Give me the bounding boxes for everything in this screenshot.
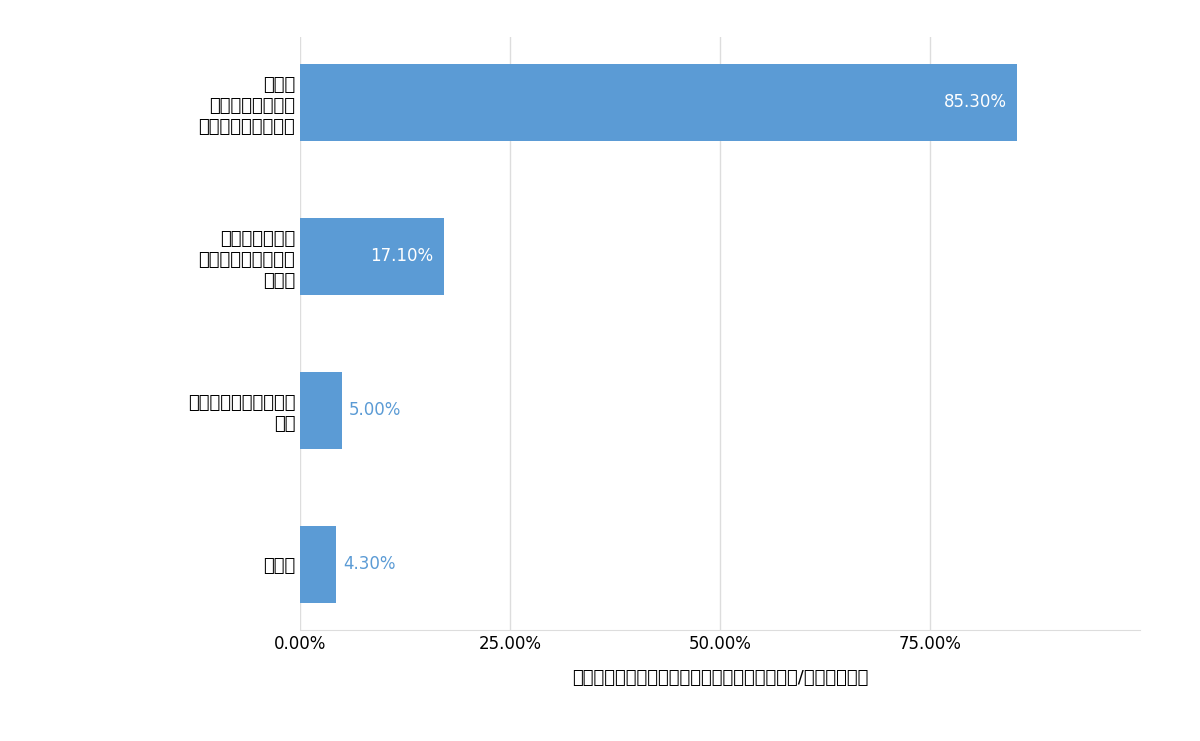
Text: 5.00%: 5.00% <box>349 402 401 419</box>
Bar <box>300 64 1016 141</box>
Bar <box>300 218 444 295</box>
Text: 4.30%: 4.30% <box>343 556 395 574</box>
Text: 85.30%: 85.30% <box>943 93 1007 111</box>
Bar <box>300 372 342 449</box>
Text: 17.10%: 17.10% <box>371 247 433 265</box>
X-axis label: どのような方法で備蓄水を用意していますか？/いましたか？: どのような方法で備蓄水を用意していますか？/いましたか？ <box>572 669 868 688</box>
Bar <box>300 526 336 603</box>
